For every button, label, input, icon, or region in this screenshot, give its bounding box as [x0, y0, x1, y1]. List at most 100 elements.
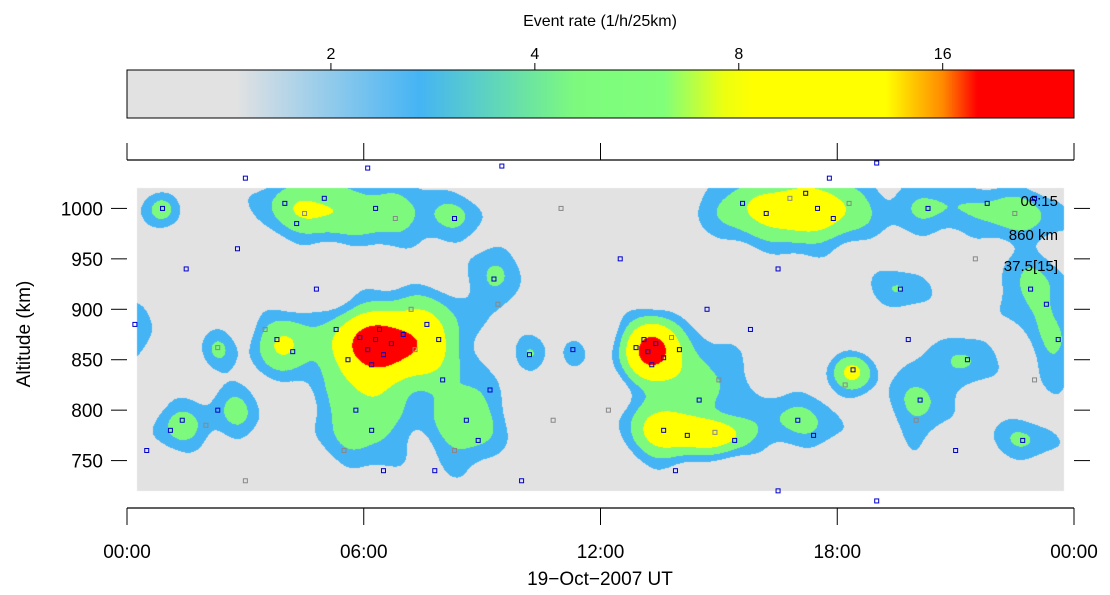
event-marker — [203, 422, 209, 428]
annotation-time: 06:15 — [1020, 193, 1058, 210]
event-marker — [463, 417, 469, 423]
event-marker — [732, 437, 738, 443]
event-marker — [132, 321, 138, 327]
y-tick-label: 900 — [71, 300, 103, 321]
event-marker — [144, 448, 150, 454]
event-marker — [925, 205, 931, 211]
x-tick-label: 00:00 — [103, 542, 151, 563]
event-marker — [495, 301, 501, 307]
event-marker — [341, 448, 347, 454]
event-marker — [183, 266, 189, 272]
event-marker — [830, 216, 836, 222]
y-tick-label: 750 — [71, 452, 103, 473]
event-marker — [432, 468, 438, 474]
rate-heatmap — [127, 160, 1074, 508]
event-marker — [452, 216, 458, 222]
event-marker — [984, 200, 990, 206]
event-marker — [653, 341, 659, 347]
event-marker — [661, 427, 667, 433]
colorbar-title: Event rate (1/h/25km) — [523, 13, 677, 30]
event-marker — [712, 429, 718, 435]
event-marker — [313, 286, 319, 292]
event-marker — [747, 326, 753, 332]
event-marker — [874, 160, 880, 166]
colorbar — [126, 69, 1075, 119]
annotation-value: 37.5[15] — [1004, 258, 1058, 275]
event-marker — [633, 345, 639, 351]
event-marker — [373, 337, 379, 343]
event-marker — [763, 210, 769, 216]
colorbar-tick-label: 16 — [934, 46, 952, 63]
event-marker — [412, 347, 418, 353]
y-tick-label: 1000 — [61, 199, 103, 220]
event-marker — [826, 175, 832, 181]
event-marker — [302, 210, 308, 216]
event-marker — [179, 417, 185, 423]
event-marker — [972, 256, 978, 262]
y-axis: 750 800 850 900 950 1000 — [61, 199, 127, 473]
event-marker — [160, 205, 166, 211]
event-marker — [641, 337, 647, 343]
x-tick-label: 18:00 — [813, 542, 861, 563]
event-marker — [388, 341, 394, 347]
event-marker — [795, 417, 801, 423]
event-marker — [377, 326, 383, 332]
event-marker — [380, 352, 386, 358]
event-markers — [132, 160, 1061, 504]
event-marker — [684, 432, 690, 438]
event-marker — [274, 337, 280, 343]
event-marker — [357, 335, 363, 341]
event-marker — [815, 205, 821, 211]
event-marker — [345, 357, 351, 363]
event-marker — [775, 266, 781, 272]
event-marker — [672, 468, 678, 474]
colorbar-ticks: 2 4 8 16 — [326, 46, 952, 118]
event-marker — [499, 163, 505, 169]
event-marker — [392, 216, 398, 222]
event-marker — [558, 205, 564, 211]
colorbar-tick-label: 2 — [326, 46, 335, 63]
event-marker — [282, 200, 288, 206]
event-marker — [1055, 337, 1061, 343]
event-marker — [1020, 437, 1026, 443]
event-marker — [242, 175, 248, 181]
x-tick-labels: 00:00 06:00 12:00 18:00 00:00 — [103, 542, 1098, 563]
event-marker — [964, 357, 970, 363]
event-marker — [1032, 195, 1038, 201]
x-axis-label: 19−Oct−2007 UT — [527, 569, 673, 590]
event-marker — [333, 326, 339, 332]
event-marker — [1012, 210, 1018, 216]
event-marker — [424, 321, 430, 327]
event-marker — [452, 448, 458, 454]
event-marker — [321, 195, 327, 201]
x-tick-label: 06:00 — [340, 542, 388, 563]
event-marker — [740, 200, 746, 206]
x-ticks-top — [126, 143, 1075, 160]
y-tick-label: 950 — [71, 250, 103, 271]
event-marker — [475, 437, 481, 443]
event-marker — [294, 221, 300, 227]
event-marker — [215, 345, 221, 351]
event-marker — [874, 498, 880, 504]
x-tick-label: 00:00 — [1050, 542, 1098, 563]
event-marker — [913, 417, 919, 423]
event-marker — [897, 286, 903, 292]
event-marker — [215, 407, 221, 413]
annotation-altitude: 860 km — [1009, 227, 1058, 244]
event-marker — [803, 190, 809, 196]
event-marker — [526, 352, 532, 358]
event-marker — [669, 335, 675, 341]
x-tick-label: 12:00 — [577, 542, 625, 563]
event-marker — [487, 387, 493, 393]
event-marker — [953, 448, 959, 454]
event-marker — [519, 478, 525, 484]
event-marker — [905, 337, 911, 343]
event-marker — [353, 407, 359, 413]
event-marker — [234, 246, 240, 252]
event-marker — [408, 306, 414, 312]
y-tick-label: 800 — [71, 401, 103, 422]
event-marker — [365, 165, 371, 171]
event-marker — [850, 367, 856, 373]
event-marker — [661, 355, 667, 361]
event-marker — [373, 205, 379, 211]
